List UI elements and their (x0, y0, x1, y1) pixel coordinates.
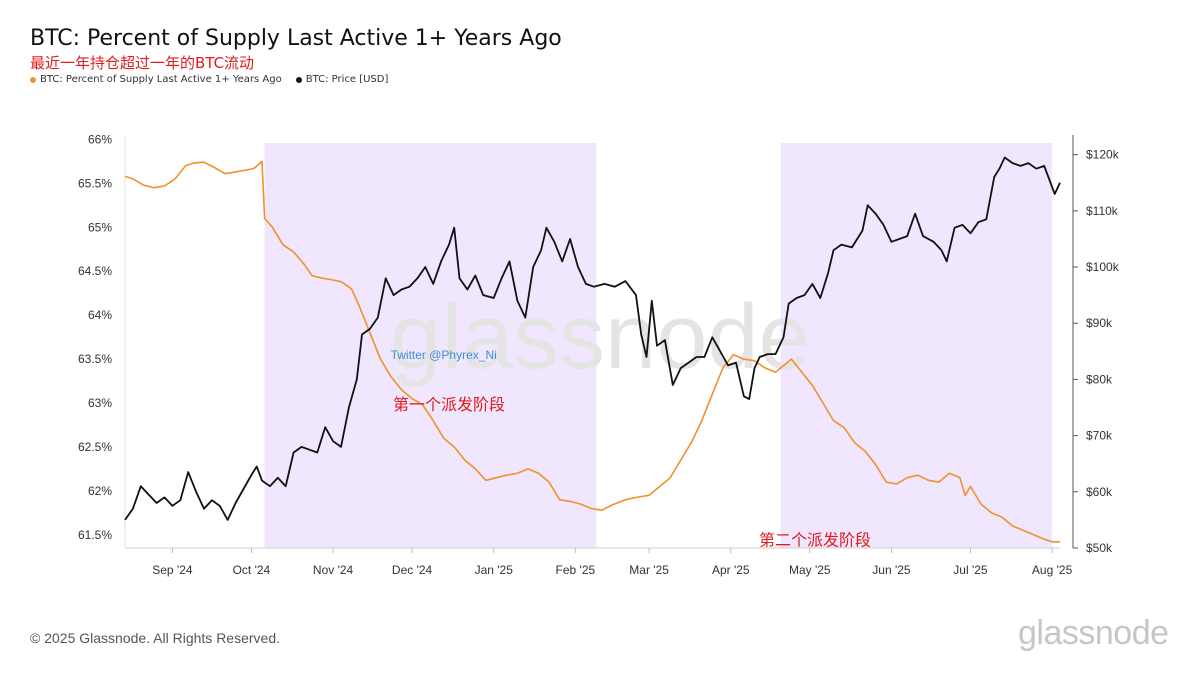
legend-label-price: BTC: Price [USD] (305, 74, 389, 85)
y-right-tick-label: $90k (1086, 316, 1113, 330)
y-right-tick-label: $80k (1086, 372, 1113, 386)
y-left-tick-label: 62% (88, 484, 112, 498)
x-tick-label: Dec '24 (392, 563, 433, 577)
shaded-region-1 (264, 143, 597, 548)
x-tick-label: May '25 (789, 563, 831, 577)
glassnode-logo: glassnode (1018, 614, 1169, 652)
distribution-phase-label-2: 第二个派发阶段 (759, 530, 871, 549)
shaded-region-2 (780, 143, 1053, 548)
legend-item-supply[interactable]: BTC: Percent of Supply Last Active 1+ Ye… (30, 74, 282, 85)
supply-1y-line (124, 160, 1060, 543)
legend-item-price[interactable]: BTC: Price [USD] (295, 74, 389, 85)
y-left-tick-label: 62.5% (78, 440, 112, 454)
x-tick-label: Oct '24 (233, 563, 271, 577)
y-left-tick-label: 63% (88, 396, 112, 410)
btc-price-line (124, 156, 1061, 521)
legend-swatch-price (295, 76, 302, 83)
x-tick-label: Nov '24 (313, 563, 354, 577)
y-right-tick-label: $70k (1086, 429, 1113, 443)
y-left-tick-label: 61.5% (78, 528, 112, 542)
y-right-tick-label: $50k (1086, 541, 1113, 555)
y-left-tick-label: 66% (88, 132, 112, 146)
y-right-tick-label: $120k (1086, 148, 1120, 162)
y-left-tick-label: 65% (88, 220, 112, 234)
legend: BTC: Percent of Supply Last Active 1+ Ye… (30, 74, 388, 85)
y-right-tick-label: $60k (1086, 485, 1113, 499)
y-left-tick-label: 63.5% (78, 352, 112, 366)
x-tick-label: Sep '24 (152, 563, 193, 577)
legend-label-supply: BTC: Percent of Supply Last Active 1+ Ye… (40, 74, 282, 85)
chart-title: BTC: Percent of Supply Last Active 1+ Ye… (30, 26, 562, 51)
y-left-tick-label: 64.5% (78, 264, 112, 278)
chart-axes: 61.5% 62% 62.5% 63% 63.5% 64% 64.5% 65% 65.5% 66%… (78, 132, 1120, 577)
x-tick-label: Feb '25 (556, 563, 596, 577)
chart-watermark: glassnode (390, 286, 809, 388)
x-tick-label: Aug '25 (1032, 563, 1073, 577)
x-tick-label: Jun '25 (872, 563, 911, 577)
y-left-tick-label: 65.5% (78, 176, 112, 190)
legend-swatch-supply (30, 76, 36, 83)
x-tick-label: Jul '25 (953, 563, 988, 577)
x-tick-label: Jan '25 (475, 563, 514, 577)
y-right-tick-label: $100k (1086, 260, 1120, 274)
distribution-phase-label-1: 第一个派发阶段 (393, 395, 505, 414)
chart-subtitle: 最近一年持仓超过一年的BTC流动 (30, 54, 255, 72)
copyright-text: © 2025 Glassnode. All Rights Reserved. (30, 630, 281, 646)
x-tick-label: Mar '25 (629, 563, 669, 577)
chart-series (124, 156, 1061, 543)
y-right-tick-label: $110k (1086, 204, 1119, 218)
y-left-tick-label: 64% (88, 308, 112, 322)
x-tick-label: Apr '25 (712, 563, 750, 577)
twitter-credit-annotation: Twitter @Phyrex_Ni (391, 348, 497, 362)
distribution-phase-bands (264, 143, 1053, 548)
